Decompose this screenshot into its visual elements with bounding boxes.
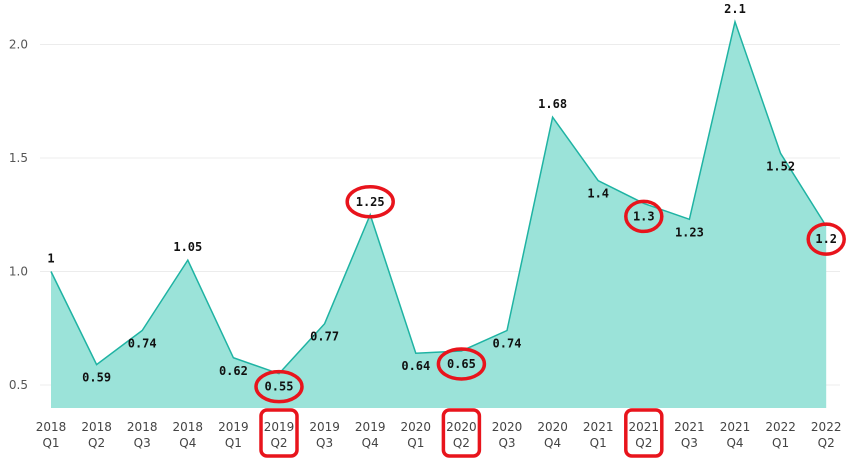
highlight-ellipse — [436, 347, 487, 381]
data-label: 0.62 — [219, 364, 248, 378]
highlight-ellipse — [254, 369, 304, 404]
data-label: 1.68 — [538, 97, 567, 111]
x-tick-year: 2018 — [127, 420, 158, 434]
highlight-category-box — [624, 408, 664, 458]
x-tick-year: 2019 — [355, 420, 386, 434]
highlight-category-box — [259, 408, 299, 458]
x-tick-year: 2020 — [401, 420, 432, 434]
x-tick-quarter: Q3 — [498, 436, 515, 450]
data-label: 0.74 — [128, 337, 157, 351]
x-tick-year: 2020 — [492, 420, 523, 434]
y-tick-label: 1.0 — [9, 265, 28, 279]
x-tick-year: 2022 — [765, 420, 796, 434]
data-label: 1.52 — [766, 159, 795, 173]
y-axis: 0.5 1.0 1.5 2.0 — [9, 38, 28, 393]
x-tick-year: 2022 — [811, 420, 842, 434]
x-tick-year: 2021 — [583, 420, 614, 434]
x-tick-year: 2019 — [264, 420, 295, 434]
data-label: 1.23 — [675, 225, 704, 239]
x-tick-quarter: Q1 — [225, 436, 242, 450]
x-tick-year: 2019 — [218, 420, 249, 434]
data-label: 1.05 — [173, 240, 202, 254]
highlight-category-box — [441, 408, 482, 458]
x-tick-year: 2021 — [674, 420, 705, 434]
x-tick-year: 2018 — [36, 420, 67, 434]
x-tick-year: 2021 — [629, 420, 660, 434]
x-tick-quarter: Q1 — [590, 436, 607, 450]
x-tick-year: 2021 — [720, 420, 751, 434]
data-label: 1.25 — [356, 195, 385, 209]
x-tick-year: 2019 — [309, 420, 340, 434]
x-tick-quarter: Q2 — [453, 436, 470, 450]
x-tick-quarter: Q3 — [134, 436, 151, 450]
x-tick-year: 2018 — [173, 420, 204, 434]
x-tick-year: 2020 — [446, 420, 477, 434]
data-label: 0.55 — [265, 380, 294, 394]
x-tick-quarter: Q1 — [772, 436, 789, 450]
y-tick-label: 1.5 — [9, 151, 28, 165]
x-tick-quarter: Q3 — [681, 436, 698, 450]
data-label: 0.59 — [82, 371, 111, 385]
x-tick-year: 2020 — [537, 420, 568, 434]
data-label: 0.64 — [401, 359, 430, 373]
x-tick-quarter: Q2 — [818, 436, 835, 450]
data-label: 0.65 — [447, 357, 476, 371]
series-area — [51, 21, 827, 409]
data-label: 1.2 — [815, 232, 837, 246]
x-tick-quarter: Q4 — [726, 436, 743, 450]
data-labels: 1 0.59 0.74 1.05 0.62 0.55 0.77 1.25 0.64 0.65 0.7… — [47, 2, 837, 394]
data-label: 1 — [47, 252, 54, 266]
data-label: 0.74 — [493, 337, 522, 351]
x-tick-quarter: Q2 — [270, 436, 287, 450]
data-label: 1.3 — [633, 209, 655, 223]
x-tick-quarter: Q1 — [42, 436, 59, 450]
data-label: 1.4 — [587, 187, 609, 201]
highlight-annotations — [254, 185, 846, 458]
data-label: 0.77 — [310, 330, 339, 344]
x-tick-quarter: Q3 — [316, 436, 333, 450]
x-tick-quarter: Q2 — [88, 436, 105, 450]
highlight-ellipse — [806, 222, 846, 256]
x-axis: 2018 Q1 2018 Q2 2018 Q3 2018 Q4 2019 Q1 2019 Q2 2019… — [36, 420, 842, 450]
x-tick-quarter: Q4 — [179, 436, 196, 450]
data-label: 2.1 — [724, 2, 746, 16]
x-tick-quarter: Q1 — [407, 436, 424, 450]
y-tick-label: 2.0 — [9, 38, 28, 52]
series-line — [50, 19, 827, 375]
x-tick-quarter: Q2 — [635, 436, 652, 450]
x-tick-quarter: Q4 — [544, 436, 561, 450]
x-tick-year: 2018 — [81, 420, 112, 434]
x-tick-quarter: Q4 — [362, 436, 379, 450]
highlight-ellipse — [624, 199, 664, 234]
highlight-ellipse — [345, 185, 395, 219]
y-tick-label: 0.5 — [9, 378, 28, 392]
